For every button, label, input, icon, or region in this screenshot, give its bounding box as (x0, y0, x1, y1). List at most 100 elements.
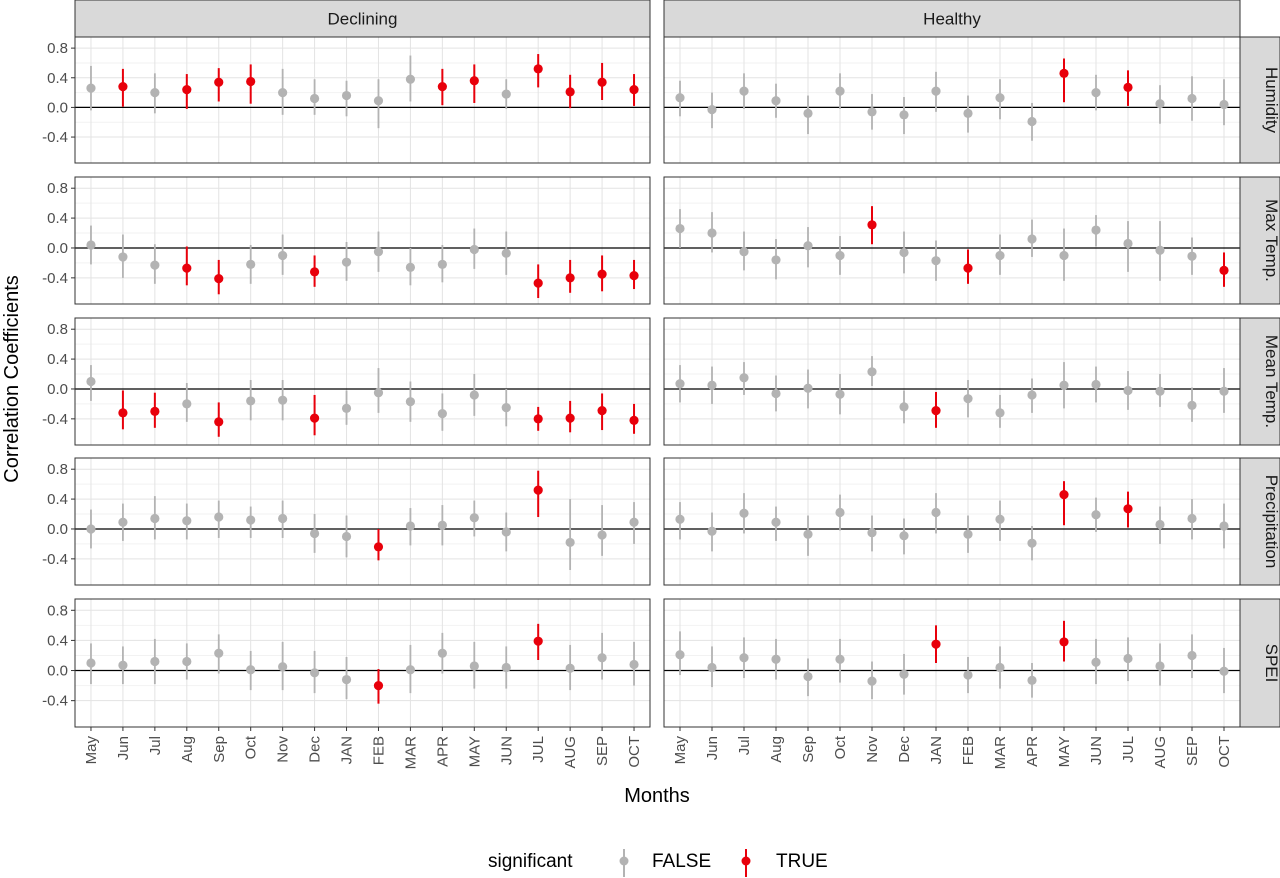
x-tick-label: JAN (928, 736, 945, 764)
data-point (405, 521, 416, 531)
data-point (565, 537, 575, 548)
data-point (803, 108, 813, 118)
data-point (707, 228, 717, 238)
data-point (118, 660, 128, 670)
x-tick-label: JAN (339, 736, 356, 764)
data-point (86, 376, 96, 387)
data-point (1123, 82, 1133, 92)
panel-declining-mean-temp (74, 317, 651, 446)
data-point (1155, 245, 1165, 255)
x-tick-label: Dec (307, 736, 324, 763)
x-tick-label: Oct (243, 735, 260, 759)
data-point (373, 542, 384, 552)
x-tick-label: Aug (768, 736, 785, 763)
data-point (373, 680, 384, 691)
data-point (963, 529, 973, 539)
strip-row-spei: SPEI (1239, 598, 1280, 728)
strip-column-declining: Declining (74, 0, 651, 38)
data-point (309, 528, 320, 539)
data-point (1187, 650, 1197, 661)
strip-row-mean-temp-label: Mean Temp. (1262, 335, 1280, 428)
data-point (707, 662, 717, 673)
data-point (867, 107, 877, 117)
data-point (182, 399, 192, 409)
panel-border (663, 598, 1241, 728)
data-point (995, 93, 1005, 103)
legend-key-false (619, 849, 629, 877)
data-point (1219, 521, 1229, 531)
legend-title: significant (488, 851, 573, 872)
data-point (1219, 386, 1229, 396)
data-point (501, 248, 511, 258)
data-point (278, 513, 288, 524)
panel-declining-humidity (74, 36, 651, 164)
data-point (629, 517, 639, 527)
data-point (214, 512, 224, 522)
data-point (501, 662, 511, 673)
data-point (675, 379, 685, 389)
x-axis-title: Months (624, 785, 690, 807)
data-point (867, 528, 877, 538)
data-point (931, 86, 941, 96)
x-tick-label: JUN (1088, 736, 1105, 765)
panel-healthy-precipitation (663, 457, 1241, 586)
data-point (597, 653, 607, 663)
data-point (469, 244, 479, 255)
legend-key-true-point (741, 856, 751, 866)
x-tick-label: FEB (370, 736, 387, 765)
data-point (739, 653, 749, 663)
strip-column-declining-bg (74, 0, 651, 38)
data-point (501, 403, 511, 413)
data-point (246, 396, 256, 406)
data-point (501, 89, 511, 99)
x-tick-label: OCT (626, 736, 643, 768)
data-point (437, 82, 447, 92)
x-tick-label: MAY (466, 736, 483, 767)
data-point (565, 87, 575, 97)
data-point (437, 409, 447, 419)
data-point (278, 87, 288, 98)
panel-border (74, 317, 651, 446)
data-point (118, 408, 128, 418)
panel-healthy-mean-temp (663, 317, 1241, 446)
legend-key-true (741, 849, 751, 877)
data-point (309, 668, 320, 678)
strip-column-healthy: Healthy (663, 0, 1241, 38)
data-point (150, 87, 160, 98)
x-tick-label: Nov (864, 736, 881, 763)
panel-healthy-humidity (663, 36, 1241, 164)
data-point (341, 90, 352, 101)
x-tick-label: May (83, 736, 100, 765)
strip-row-humidity: Humidity (1239, 36, 1280, 164)
strip-row-spei-label: SPEI (1262, 644, 1280, 683)
y-axis-title: Correlation Coefficients (1, 275, 23, 483)
data-point (675, 514, 685, 524)
data-point (1091, 379, 1101, 390)
panel-healthy-spei (663, 598, 1241, 728)
data-point (246, 665, 256, 675)
data-point (246, 76, 256, 87)
x-tick-label: Dec (896, 736, 913, 763)
x-tick-label: AUG (1152, 736, 1169, 769)
data-point (1091, 510, 1101, 520)
data-point (629, 271, 639, 281)
data-point (629, 415, 639, 425)
data-point (1027, 390, 1037, 400)
data-point (86, 658, 96, 668)
strip-column-declining-label: Declining (328, 10, 398, 29)
data-point (469, 513, 479, 523)
data-point (771, 388, 781, 399)
strip-row-spei-bg (1239, 598, 1280, 728)
data-point (1091, 225, 1101, 235)
y-tick-label: -0.4 (42, 693, 68, 710)
y-tick-label: 0.4 (47, 210, 68, 227)
data-point (1187, 513, 1197, 524)
legend-label-false: FALSE (652, 851, 711, 872)
x-tick-label: SEP (1184, 736, 1201, 766)
data-point (963, 263, 973, 273)
data-point (1187, 251, 1197, 261)
y-tick-label: 0.0 (47, 240, 68, 257)
data-point (86, 524, 96, 534)
